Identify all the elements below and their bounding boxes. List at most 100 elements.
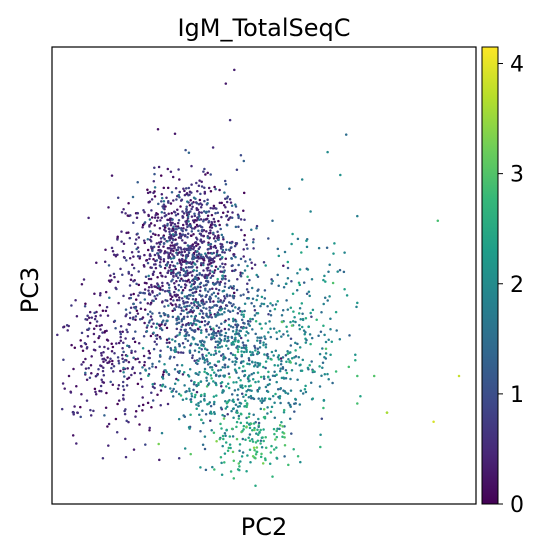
scatter-point [158, 292, 161, 295]
scatter-point [147, 277, 151, 281]
scatter-point [221, 262, 224, 266]
scatter-point [187, 265, 191, 269]
scatter-point [229, 325, 233, 328]
scatter-point [254, 452, 258, 456]
scatter-point [149, 277, 153, 281]
scatter-point [234, 356, 237, 359]
scatter-point [139, 377, 143, 381]
scatter-point [191, 306, 194, 309]
scatter-point [159, 404, 162, 407]
scatter-point [197, 202, 201, 206]
scatter-point [102, 360, 105, 364]
scatter-point [326, 372, 329, 376]
scatter-point [186, 254, 190, 258]
scatter-point [180, 363, 184, 367]
scatter-point [227, 386, 231, 390]
scatter-point [134, 318, 137, 321]
scatter-point [259, 339, 262, 343]
scatter-point [205, 276, 209, 280]
scatter-point [179, 328, 183, 331]
scatter-point [227, 248, 231, 251]
scatter-point [154, 266, 158, 270]
colorbar-tick-label: 4 [510, 53, 524, 78]
scatter-point [263, 457, 267, 460]
scatter-point [294, 341, 297, 345]
scatter-point [125, 328, 128, 332]
scatter-point [79, 415, 82, 419]
scatter-point [159, 271, 162, 275]
scatter-point [245, 405, 248, 409]
scatter-point [264, 343, 268, 346]
scatter-point [175, 327, 179, 331]
scatter-point [165, 341, 169, 345]
scatter-point [280, 421, 283, 424]
scatter-point [210, 377, 213, 380]
scatter-point [305, 292, 309, 295]
scatter-point [208, 297, 211, 300]
scatter-point [253, 263, 257, 267]
scatter-point [178, 273, 182, 277]
scatter-point [148, 352, 152, 355]
scatter-point [186, 236, 189, 239]
scatter-point [242, 346, 246, 349]
scatter-point [214, 246, 218, 250]
scatter-point [253, 426, 256, 430]
scatter-point [197, 184, 201, 188]
scatter-point [288, 403, 292, 407]
scatter-point [162, 186, 166, 190]
scatter-point [278, 329, 281, 333]
scatter-point [191, 219, 195, 222]
scatter-point [296, 378, 299, 381]
scatter-point [103, 345, 106, 349]
scatter-point [281, 366, 285, 369]
scatter-point [150, 318, 154, 321]
scatter-point [281, 356, 285, 359]
scatter-point [171, 303, 174, 307]
scatter-point [127, 360, 131, 364]
scatter-point [224, 277, 227, 281]
scatter-point [180, 257, 184, 261]
scatter-point [289, 361, 292, 364]
scatter-point [107, 361, 111, 364]
scatter-point [198, 346, 201, 350]
scatter-point [246, 376, 250, 379]
scatter-point [60, 407, 64, 411]
scatter-point [322, 302, 325, 306]
scatter-point [254, 484, 257, 487]
scatter-point [170, 212, 173, 215]
scatter-point [184, 257, 188, 260]
scatter-point [240, 412, 243, 416]
scatter-point [106, 314, 110, 317]
scatter-point [251, 297, 255, 300]
scatter-point [343, 287, 346, 291]
scatter-point [109, 380, 112, 384]
scatter-point [178, 369, 182, 373]
scatter-point [130, 351, 133, 355]
scatter-point [209, 353, 213, 356]
scatter-point [117, 341, 121, 345]
scatter-point [158, 248, 162, 252]
scatter-point [200, 228, 204, 232]
scatter-point [324, 352, 328, 355]
scatter-point [195, 390, 199, 394]
scatter-point [202, 303, 205, 306]
scatter-point [88, 310, 92, 314]
scatter-point [227, 372, 231, 375]
scatter-point [299, 389, 303, 393]
scatter-point [193, 300, 196, 304]
colorbar-tick-label: 0 [510, 493, 524, 518]
scatter-point [153, 166, 156, 169]
scatter-point [250, 286, 254, 290]
scatter-point [257, 417, 260, 421]
scatter-point [154, 366, 158, 369]
scatter-point [224, 262, 227, 266]
scatter-point [266, 390, 270, 393]
scatter-point [129, 214, 132, 217]
scatter-point [191, 205, 194, 209]
scatter-point [135, 282, 138, 286]
scatter-point [216, 267, 220, 271]
scatter-point [178, 303, 181, 307]
scatter-point [243, 218, 246, 221]
scatter-point [205, 379, 209, 382]
scatter-point [208, 362, 212, 365]
